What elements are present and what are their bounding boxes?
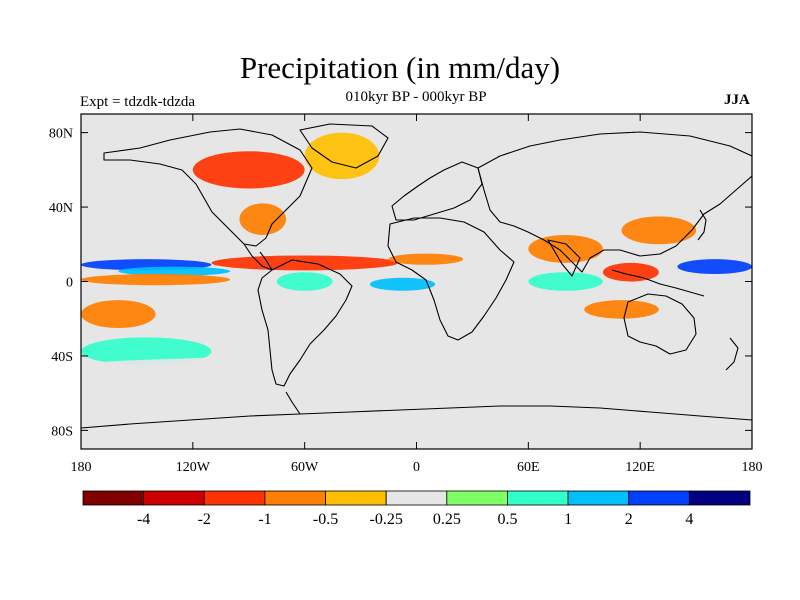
coastline-greenland — [299, 123, 389, 169]
coastline-antarctica — [81, 405, 752, 429]
anomaly-region-9 — [388, 253, 464, 265]
colorbar-label: 0.5 — [497, 511, 517, 528]
colorbar-swatch — [507, 490, 569, 506]
longitude-axis: 180 120W 60W 0 60E 120E 180 — [71, 114, 763, 475]
lon-tick-label: 120W — [176, 460, 211, 475]
anomaly-region-14 — [677, 259, 752, 275]
colorbar-label: 0.25 — [433, 511, 461, 528]
colorbar: -4 -2 -1 -0.5 -0.25 0.25 0.5 1 2 4 — [82, 490, 751, 528]
colorbar-swatch — [446, 490, 508, 506]
coastline-central-america — [243, 243, 273, 271]
anomaly-layer — [81, 132, 752, 375]
colorbar-swatch — [385, 490, 448, 506]
anomaly-region-5 — [304, 132, 380, 180]
lon-tick-label: 60E — [517, 460, 540, 475]
lat-tick-label: 0 — [66, 276, 73, 291]
colorbar-swatch — [264, 490, 326, 506]
lat-tick-label: 80N — [49, 127, 73, 142]
season-label: JJA — [724, 92, 750, 108]
anomaly-region-2 — [81, 274, 231, 286]
anomaly-region-16 — [81, 300, 156, 329]
lon-tick-label: 180 — [71, 460, 92, 475]
anomaly-region-4 — [192, 151, 305, 189]
anomaly-region-12 — [528, 272, 603, 291]
anomaly-region-1 — [118, 266, 231, 276]
colorbar-swatch — [325, 490, 387, 506]
colorbar-label: -1 — [258, 511, 271, 528]
coastline-new-zealand — [725, 337, 739, 371]
chart-title: Precipitation (in mm/day) — [239, 50, 561, 85]
latitude-axis: 80N 40N 0 40S 80S — [49, 127, 752, 439]
experiment-label: Expt = tdzdk-tdzda — [80, 94, 196, 110]
anomaly-region-8 — [369, 277, 436, 291]
colorbar-label: -4 — [137, 511, 150, 528]
anomaly-region-7 — [276, 272, 333, 291]
colorbar-label: -2 — [198, 511, 211, 528]
lat-tick-label: 40S — [51, 350, 73, 365]
colorbar-label: -0.5 — [313, 511, 338, 528]
anomaly-region-6 — [239, 203, 287, 235]
colorbar-label: 4 — [685, 511, 693, 528]
colorbar-swatch — [567, 490, 630, 506]
lon-tick-label: 60W — [291, 460, 319, 475]
anomaly-region-13 — [602, 262, 659, 282]
lat-tick-label: 40N — [49, 201, 73, 216]
chart-subtitle: 010kyr BP - 000kyr BP — [345, 89, 487, 105]
colorbar-swatch — [628, 490, 690, 506]
anomaly-region-17 — [81, 337, 212, 366]
anomaly-region-15 — [584, 300, 659, 319]
colorbar-swatch — [143, 490, 205, 506]
lat-tick-label: 80S — [51, 424, 73, 439]
coastline-africa — [387, 217, 515, 341]
lon-tick-label: 180 — [742, 460, 763, 475]
colorbar-label: 2 — [625, 511, 633, 528]
coastline-india — [547, 239, 581, 277]
colorbar-swatch — [203, 490, 266, 506]
lon-tick-label: 0 — [413, 460, 420, 475]
coastline-antarctic-peninsula — [285, 391, 301, 415]
colorbar-label: -0.25 — [370, 511, 403, 528]
anomaly-region-10 — [528, 234, 603, 263]
coastline-layer — [81, 123, 752, 429]
coastline-asia — [477, 131, 752, 273]
anomaly-region-11 — [621, 216, 697, 245]
coastline-japan — [697, 209, 707, 241]
coastline-australia — [623, 293, 697, 355]
anomaly-region-18 — [81, 355, 752, 375]
lon-tick-label: 120E — [625, 460, 655, 475]
anomaly-region-3 — [211, 255, 398, 271]
colorbar-swatch — [82, 490, 145, 506]
colorbar-swatch — [688, 490, 751, 506]
colorbar-label: 1 — [564, 511, 572, 528]
coastline-maritime-continent — [611, 269, 705, 297]
coastline-south-america — [257, 259, 353, 387]
coastline-north-america — [103, 128, 313, 247]
